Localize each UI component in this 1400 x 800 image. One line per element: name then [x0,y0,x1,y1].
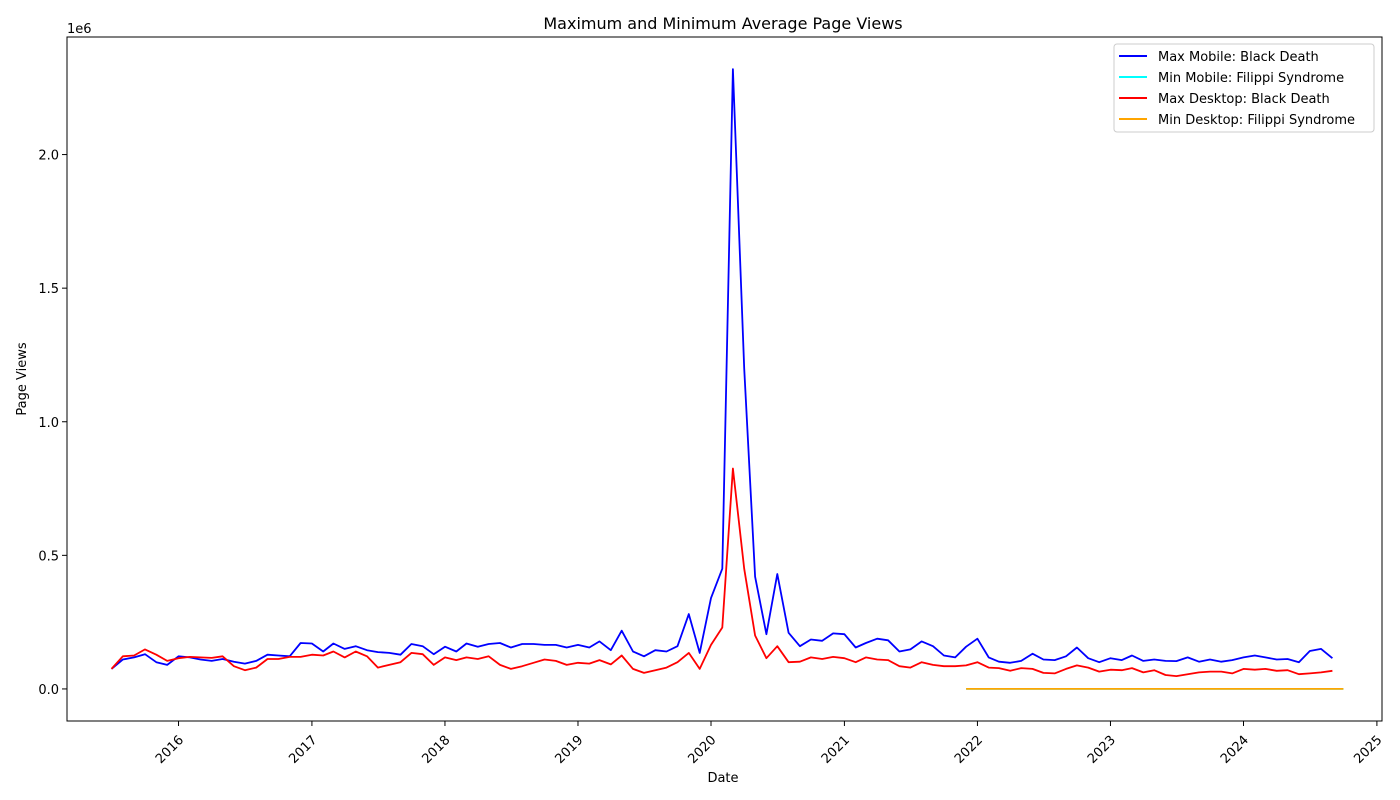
series-line-1 [110,68,1333,670]
plot-frame [66,36,1383,722]
legend-entry: Max Desktop: Black Death [1158,92,1330,107]
y-tick-label: 1.5 [38,282,59,297]
y-axis-label: Page Views [15,342,30,415]
y-axis: 0.0 0.5 1.0 1.5 2.0 [38,149,67,698]
series-layer [110,68,1344,690]
legend-box [1113,43,1375,133]
legend-entry: Min Mobile: Filippi Syndrome [1158,71,1344,86]
y-offset-label: 1e6 [67,22,92,37]
y-tick-label: 2.0 [38,149,59,164]
legend: Max Mobile: Black Death Min Mobile: Filip… [1113,43,1375,133]
legend-entry: Max Mobile: Black Death [1158,50,1319,65]
y-tick-label: 1.0 [38,416,59,431]
x-axis-label: Date [707,771,738,786]
chart-title: Maximum and Minimum Average Page Views [543,14,902,33]
series-line-3 [110,467,1333,677]
y-tick-label: 0.5 [38,549,59,564]
y-tick-label: 0.0 [38,683,59,698]
legend-entry: Min Desktop: Filippi Syndrome [1158,113,1355,128]
